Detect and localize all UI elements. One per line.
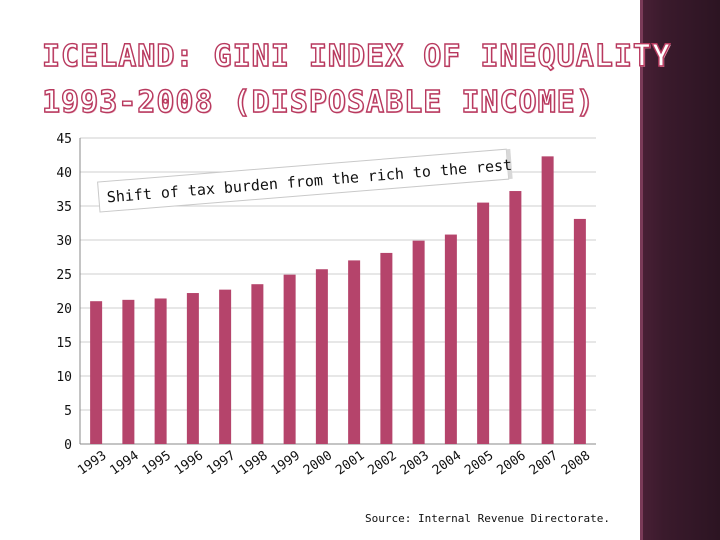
- x-tick-label: 1996: [172, 448, 206, 478]
- bar-1994: [122, 299, 135, 444]
- x-tick-label: 1994: [107, 448, 141, 478]
- slide-title: ICELAND: GINI INDEX OF INEQUALITY 1993-2…: [41, 34, 672, 126]
- y-tick-label: 40: [56, 166, 72, 181]
- x-tick-label: 1995: [140, 448, 174, 478]
- bar-1995: [154, 298, 167, 444]
- x-tick-label: 2006: [494, 448, 528, 478]
- y-tick-label: 15: [56, 336, 72, 351]
- bar-1993: [90, 301, 103, 444]
- annotation-shadow: [506, 148, 513, 180]
- bar-2005: [477, 202, 490, 444]
- annotation-banner: Shift of tax burden from the rich to the…: [97, 148, 513, 213]
- y-tick-label: 20: [56, 302, 72, 317]
- x-tick-label: 2000: [301, 448, 335, 478]
- bar-2004: [444, 234, 457, 444]
- bars: [90, 156, 586, 445]
- x-tick-label: 2004: [430, 448, 464, 478]
- x-tick-label: 2007: [527, 448, 561, 478]
- bar-2002: [380, 252, 393, 444]
- y-tick-label: 25: [56, 268, 72, 283]
- x-tick-label: 2003: [398, 448, 432, 478]
- bar-2007: [541, 156, 554, 445]
- title-line-1: ICELAND: GINI INDEX OF INEQUALITY: [41, 38, 672, 74]
- title-line-2: 1993-2008 (DISPOSABLE INCOME): [41, 84, 595, 120]
- y-tick-label: 35: [56, 200, 72, 215]
- x-tick-label: 1997: [204, 448, 238, 478]
- source-note: Source: Internal Revenue Directorate.: [365, 512, 611, 525]
- x-tick-label: 2005: [462, 448, 496, 478]
- x-tick-label: 1998: [236, 448, 270, 478]
- y-tick-label: 0: [64, 438, 72, 453]
- bar-1996: [186, 293, 199, 444]
- bar-1997: [219, 289, 232, 444]
- x-tick-label: 2001: [333, 448, 367, 478]
- bar-1999: [283, 274, 296, 444]
- x-axis-ticks: 1993199419951996199719981999200020012002…: [75, 448, 593, 478]
- decorative-side-band: [640, 0, 720, 540]
- x-tick-label: 2008: [559, 448, 593, 478]
- x-tick-label: 1999: [269, 448, 303, 478]
- y-tick-label: 10: [56, 370, 72, 385]
- y-tick-label: 30: [56, 234, 72, 249]
- bar-1998: [251, 284, 264, 444]
- bar-2003: [412, 240, 425, 444]
- y-axis-ticks: 0 5 10 15 20 25 30 35 40 45: [56, 132, 72, 453]
- y-tick-label: 45: [56, 132, 72, 147]
- y-tick-label: 5: [64, 404, 72, 419]
- bar-2001: [348, 260, 361, 444]
- bar-2006: [509, 191, 522, 444]
- x-tick-label: 2002: [365, 448, 399, 478]
- bar-2000: [315, 269, 328, 444]
- x-tick-label: 1993: [75, 448, 109, 478]
- bar-2008: [573, 218, 586, 444]
